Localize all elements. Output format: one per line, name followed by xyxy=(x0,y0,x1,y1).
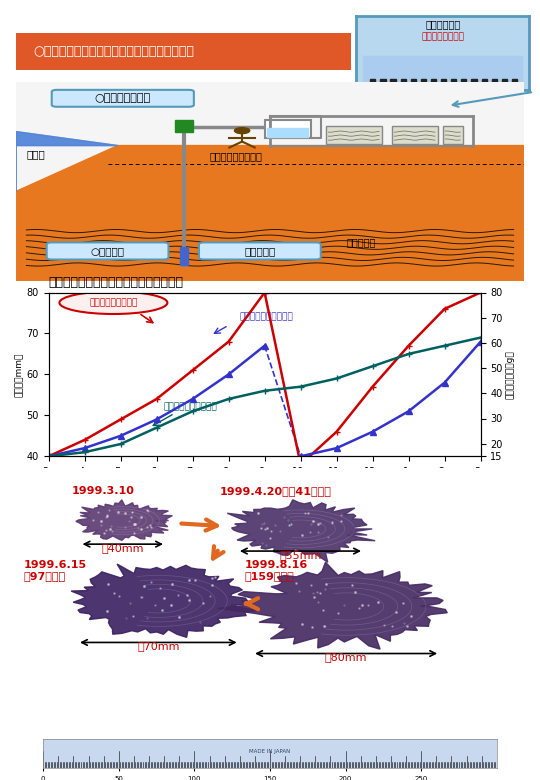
Bar xyxy=(267,128,308,136)
Bar xyxy=(392,126,437,144)
Text: 1999.6.15: 1999.6.15 xyxy=(24,560,87,569)
Text: 約80mm: 約80mm xyxy=(325,652,367,662)
Bar xyxy=(443,126,463,144)
Y-axis label: アワビの重量（g）: アワビの重量（g） xyxy=(505,350,515,399)
FancyBboxPatch shape xyxy=(46,243,168,260)
Bar xyxy=(326,126,382,144)
Bar xyxy=(471,79,477,86)
Text: 1999.3.10: 1999.3.10 xyxy=(72,486,135,496)
Text: 火山性岩盤: 火山性岩盤 xyxy=(346,237,375,247)
Bar xyxy=(411,79,416,86)
Bar xyxy=(421,79,426,86)
Polygon shape xyxy=(16,132,118,191)
Text: （起業化実装置）: （起業化実装置） xyxy=(421,32,464,41)
Text: 長崎の自然海層水利用: 長崎の自然海層水利用 xyxy=(164,402,218,411)
Text: 海　面: 海 面 xyxy=(26,150,45,159)
Text: 約70mm: 約70mm xyxy=(137,641,180,651)
Text: 沖縄の冷却表層水利用: 沖縄の冷却表層水利用 xyxy=(239,312,293,321)
Bar xyxy=(492,79,497,86)
Text: ○清浄海水を揚水: ○清浄海水を揚水 xyxy=(94,93,151,103)
Polygon shape xyxy=(218,562,447,649)
Bar xyxy=(512,79,517,86)
Ellipse shape xyxy=(59,292,167,314)
Bar xyxy=(370,79,375,86)
Text: アワビの生育状況（海水温度との関係）: アワビの生育状況（海水温度との関係） xyxy=(49,275,184,289)
Text: 約40mm: 約40mm xyxy=(102,543,144,553)
Text: ○地下深部から海水を揚水しアワビ養殖に利用: ○地下深部から海水を揚水しアワビ養殖に利用 xyxy=(33,45,194,58)
FancyBboxPatch shape xyxy=(199,243,321,260)
Bar xyxy=(180,247,188,265)
Bar xyxy=(461,79,467,86)
Polygon shape xyxy=(16,146,524,281)
Bar xyxy=(502,79,507,86)
Polygon shape xyxy=(16,132,118,146)
Text: 沖縄の井戸海水利用: 沖縄の井戸海水利用 xyxy=(89,298,138,307)
Text: 1999.4.20　（41日後）: 1999.4.20 （41日後） xyxy=(219,486,331,496)
Bar xyxy=(441,79,446,86)
Bar xyxy=(451,79,456,86)
Text: 試用飼育装置: 試用飼育装置 xyxy=(425,20,461,30)
Bar xyxy=(363,56,522,86)
Text: （97日後）: （97日後） xyxy=(24,571,66,581)
Text: ○地下深部: ○地下深部 xyxy=(91,246,125,256)
Text: 1999.8.16: 1999.8.16 xyxy=(245,560,308,569)
Text: MADE IN JAPAN: MADE IN JAPAN xyxy=(249,750,291,754)
Bar xyxy=(265,119,310,137)
Polygon shape xyxy=(71,564,258,637)
Bar xyxy=(482,79,487,86)
Text: 更新世琉球石灰岩層: 更新世琉球石灰岩層 xyxy=(209,151,262,161)
Bar xyxy=(431,79,436,86)
Bar xyxy=(401,79,406,86)
Text: （159日後）: （159日後） xyxy=(245,571,294,581)
Bar xyxy=(380,79,386,86)
Text: 海水が存在: 海水が存在 xyxy=(244,246,275,256)
Bar xyxy=(174,119,193,132)
Bar xyxy=(390,79,396,86)
Polygon shape xyxy=(76,500,172,541)
Polygon shape xyxy=(227,500,375,562)
FancyBboxPatch shape xyxy=(52,90,194,107)
Circle shape xyxy=(234,128,249,133)
Text: 約55mm: 約55mm xyxy=(279,550,322,560)
Y-axis label: 殻　長（mm）: 殻 長（mm） xyxy=(15,353,24,396)
